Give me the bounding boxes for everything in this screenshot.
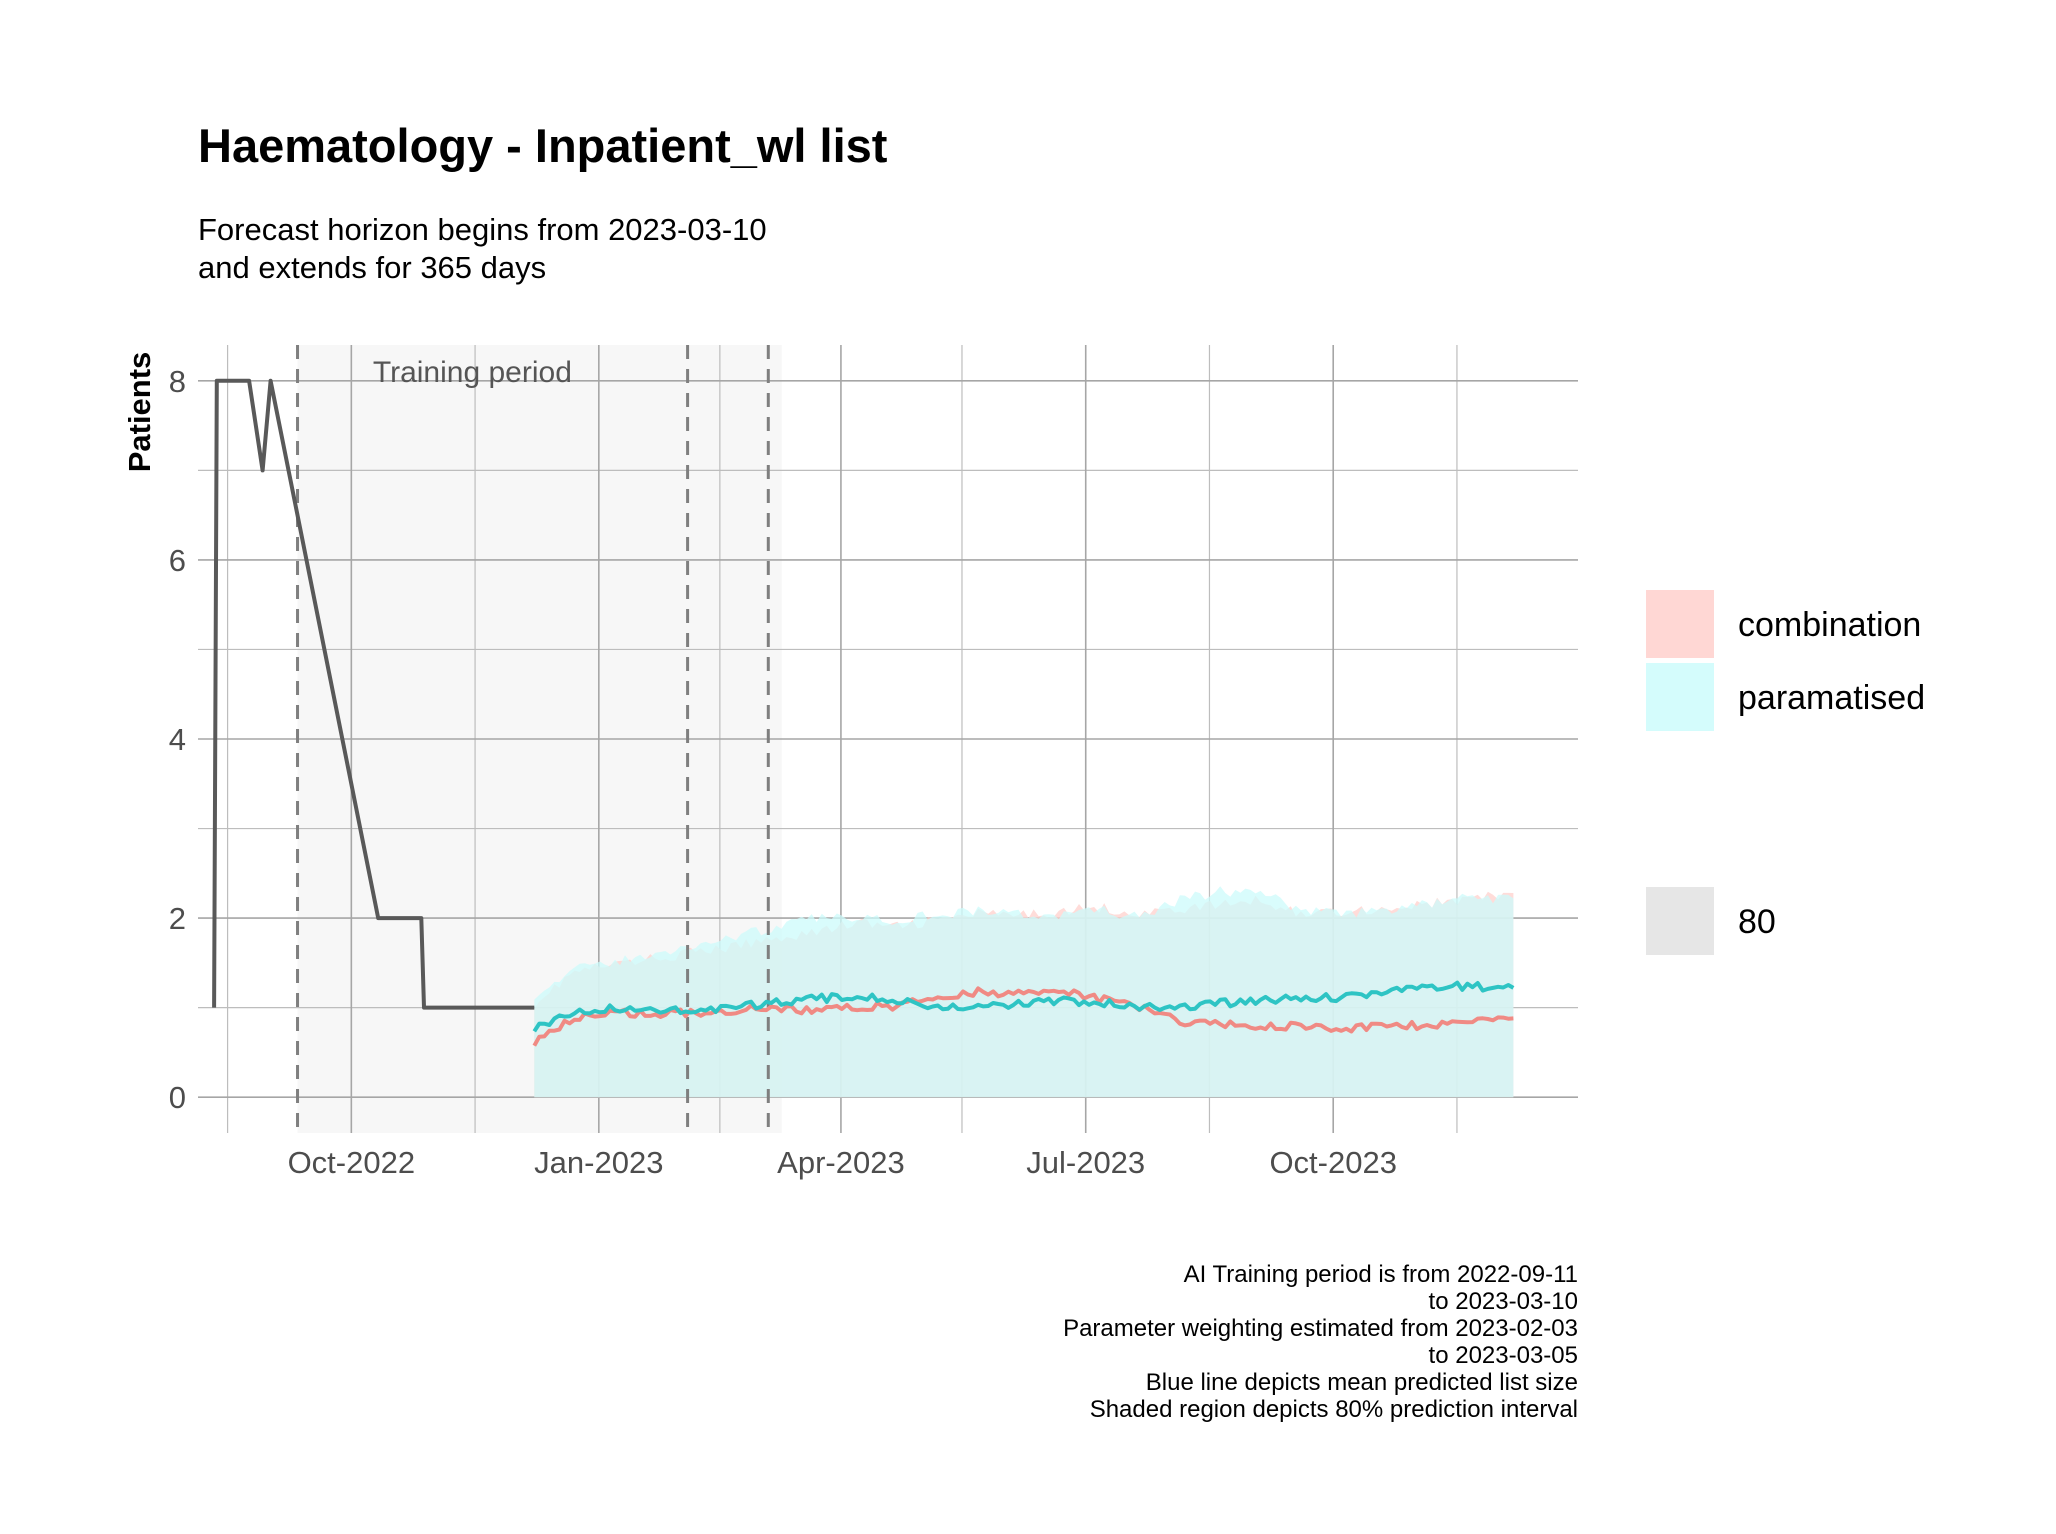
- legend-label-paramatised: paramatised: [1738, 679, 1925, 717]
- caption-line-1: AI Training period is from 2022-09-11: [1184, 1261, 1578, 1288]
- caption: AI Training period is from 2022-09-11 to…: [1063, 1261, 1578, 1423]
- observed-line: [212, 378, 535, 1010]
- caption-line-3: Parameter weighting estimated from 2023-…: [1063, 1315, 1578, 1342]
- x-tick-label-3: Jul-2023: [1026, 1145, 1145, 1180]
- legend: combination paramatised 80: [1646, 590, 1925, 955]
- x-tick-label-2: Apr-2023: [777, 1145, 905, 1180]
- chart-subtitle-line-1: Forecast horizon begins from 2023-03-10: [198, 212, 767, 247]
- y-tick-label-4: 8: [169, 364, 186, 399]
- y-tick-label-1: 2: [169, 901, 186, 936]
- legend-swatch-interval: [1646, 887, 1714, 955]
- legend-swatch-paramatised: [1646, 663, 1714, 731]
- chart-title: Haematology - Inpatient_wl list: [198, 119, 888, 172]
- y-tick-label-2: 4: [169, 722, 186, 757]
- caption-line-4: to 2023-03-05: [1429, 1342, 1578, 1369]
- caption-line-2: to 2023-03-10: [1429, 1288, 1578, 1315]
- legend-label-interval: 80: [1738, 903, 1776, 941]
- chart-subtitle-line-2: and extends for 365 days: [198, 250, 546, 285]
- x-tick-label-0: Oct-2022: [288, 1145, 416, 1180]
- legend-swatch-combination: [1646, 590, 1714, 658]
- plot-area: 0 2 4 6 8 Oct-2022 Jan-2023 Apr-2023 Jul-2023 Oct…: [169, 345, 1578, 1180]
- caption-line-6: Shaded region depicts 80% prediction int…: [1090, 1396, 1578, 1423]
- caption-line-5: Blue line depicts mean predicted list si…: [1146, 1369, 1578, 1396]
- y-tick-label-3: 6: [169, 543, 186, 578]
- x-tick-label-1: Jan-2023: [534, 1145, 663, 1180]
- mean-line-combination: [532, 986, 1514, 1047]
- y-axis-title: Patients: [122, 352, 157, 473]
- mean-line-paramatised: [532, 980, 1515, 1033]
- y-tick-label-0: 0: [169, 1080, 186, 1115]
- x-tick-label-4: Oct-2023: [1269, 1145, 1397, 1180]
- legend-label-combination: combination: [1738, 606, 1921, 644]
- training-period-label: Training period: [373, 356, 572, 389]
